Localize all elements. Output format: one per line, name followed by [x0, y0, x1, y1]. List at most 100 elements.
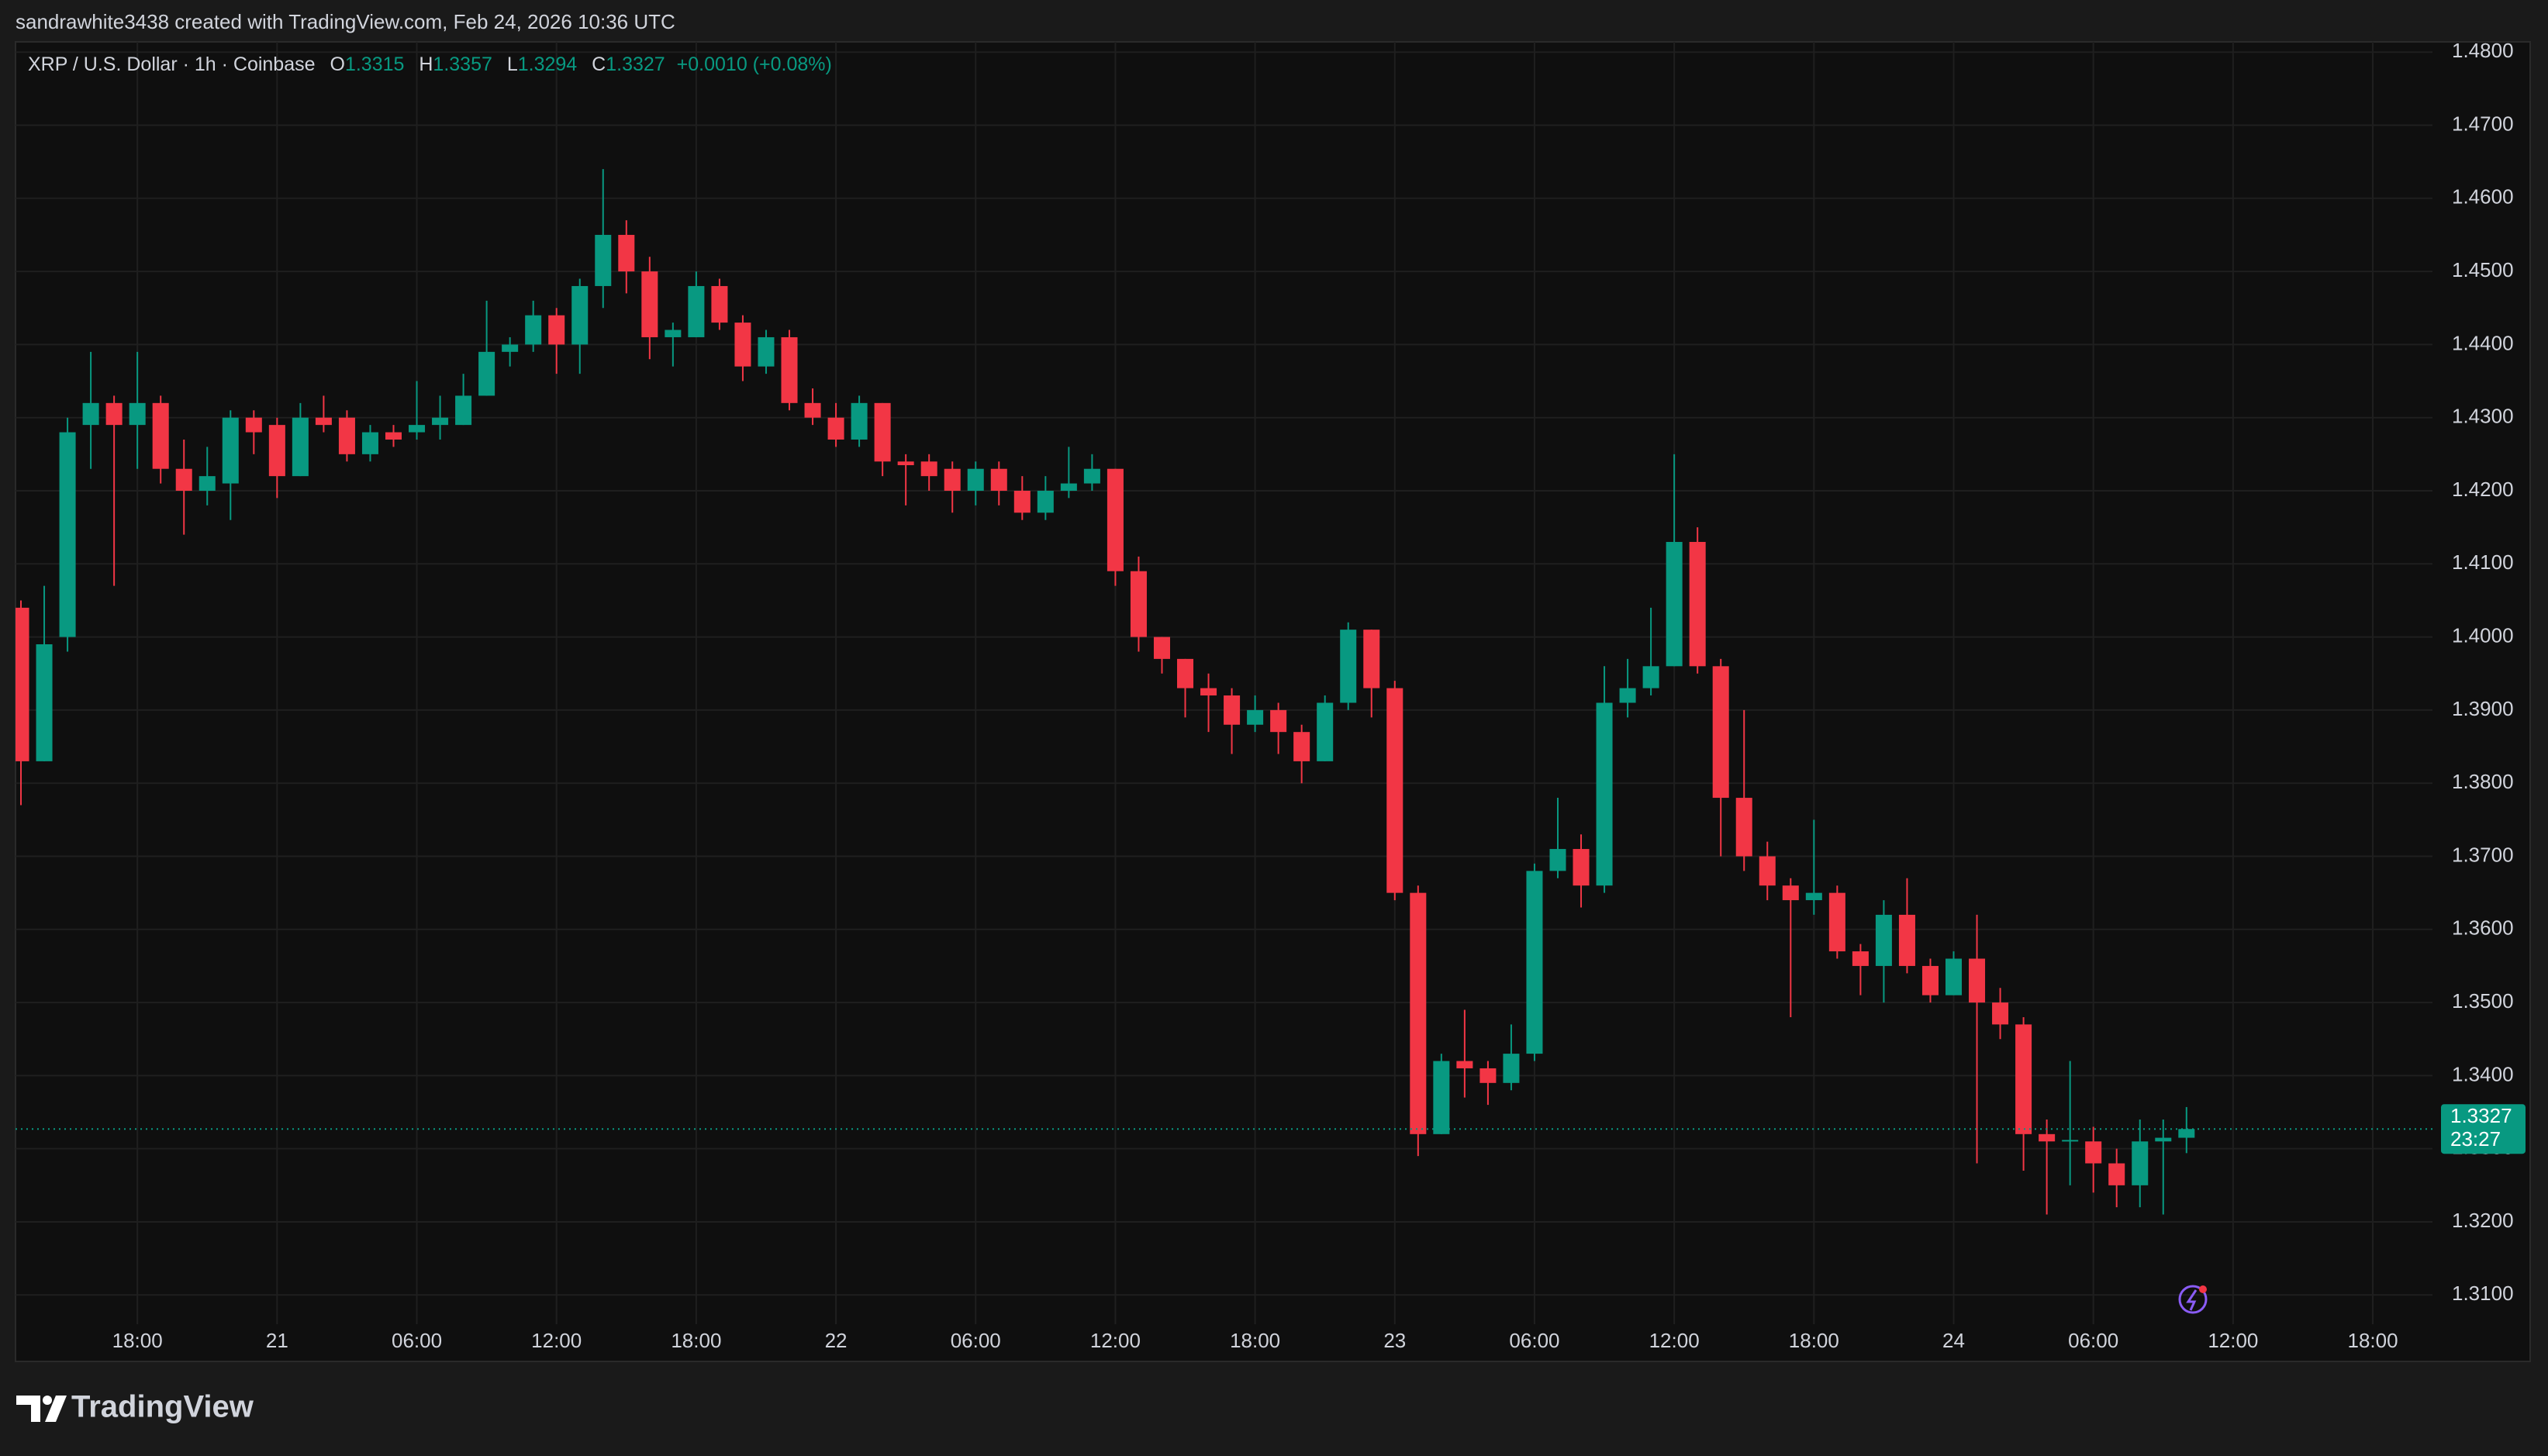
candle-body [874, 402, 891, 462]
candle-body [2155, 1137, 2172, 1142]
ohlc-label: L [507, 53, 518, 75]
ohlc-value: 1.3315 [345, 53, 404, 75]
x-tick-label: 21 [266, 1329, 288, 1352]
ohlc-label: C [592, 53, 606, 75]
candle-body [1619, 688, 1636, 703]
candle-body [967, 468, 984, 491]
candle-body [478, 351, 495, 396]
candle-body [665, 329, 682, 337]
y-tick-label: 1.4000 [2452, 623, 2514, 647]
candle-body [1805, 892, 1822, 901]
candle-body [827, 417, 844, 440]
candle-body [688, 285, 705, 337]
y-tick-label: 1.4100 [2452, 550, 2514, 574]
last-price-box [2441, 1104, 2526, 1154]
legend: XRP / U.S. Dollar · 1h · Coinbase O1.331… [28, 53, 832, 75]
candle-body [2015, 1024, 2032, 1134]
candle-body [1479, 1068, 1497, 1083]
candle-body [409, 425, 426, 433]
y-tick-label: 1.3600 [2452, 916, 2514, 940]
symbol: XRP / U.S. Dollar · 1h · Coinbase [28, 53, 316, 75]
candle-body [641, 271, 658, 337]
candle-body [711, 285, 728, 323]
candle-body [1642, 666, 1659, 688]
brand-logo: TradingView [16, 1390, 254, 1424]
candle-body [1293, 732, 1310, 761]
y-tick-label: 1.4600 [2452, 185, 2514, 209]
brand-name: TradingView [71, 1390, 254, 1424]
y-tick-label: 1.3100 [2452, 1282, 2514, 1305]
countdown-label: 23:27 [2450, 1127, 2501, 1151]
y-tick-label: 1.4400 [2452, 331, 2514, 354]
candle-body [361, 432, 378, 454]
ohlc-label: O [330, 53, 344, 75]
candle-body [1037, 490, 1054, 513]
x-tick-label: 18:00 [1230, 1329, 1280, 1352]
candle-body [338, 417, 355, 454]
candle-body [990, 468, 1007, 491]
candle-body [1130, 571, 1147, 637]
candle-body [1875, 914, 1892, 966]
candle-body [1503, 1054, 1520, 1083]
candle-body [1340, 630, 1357, 703]
candle-body [1200, 688, 1217, 696]
axes: 1.31001.32001.33001.34001.35001.36001.37… [112, 39, 2526, 1352]
candle-body [1526, 871, 1543, 1054]
candle-body [1969, 958, 1986, 1003]
y-tick-label: 1.4300 [2452, 405, 2514, 428]
candle-body [36, 644, 53, 761]
candle-body [385, 432, 402, 440]
plot-area [16, 169, 2432, 1215]
x-tick-label: 12:00 [1649, 1329, 1700, 1352]
candle-body [1852, 951, 1869, 966]
candle-body [1247, 709, 1264, 725]
y-tick-label: 1.3900 [2452, 697, 2514, 720]
y-tick-label: 1.4800 [2452, 39, 2514, 62]
x-tick-label: 24 [1942, 1329, 1965, 1352]
candle-body [432, 417, 449, 426]
candle-body [292, 417, 309, 477]
header-text: sandrawhite3438 created with TradingView… [16, 10, 675, 33]
candle-body [595, 234, 612, 286]
candle-body [1083, 468, 1100, 484]
candle-body [152, 402, 169, 469]
ohlc-value: 1.3327 [606, 53, 665, 75]
x-tick-label: 06:00 [951, 1329, 1001, 1352]
candle-body [1224, 695, 1241, 725]
candle-body [2062, 1140, 2079, 1142]
candle-body [1992, 1002, 2009, 1025]
x-tick-label: 12:00 [531, 1329, 582, 1352]
y-tick-label: 1.3400 [2452, 1062, 2514, 1085]
candle-body [1363, 630, 1380, 688]
chart-pane [15, 41, 2531, 1362]
candle-body [1433, 1061, 1450, 1134]
candle-body [1177, 658, 1194, 688]
candle-body [571, 285, 589, 345]
candle-body [1549, 849, 1566, 871]
candle-body [1666, 542, 1683, 667]
x-tick-label: 06:00 [2068, 1329, 2118, 1352]
candle-body [1945, 958, 1963, 995]
y-tick-label: 1.3500 [2452, 989, 2514, 1013]
candle-body [1270, 709, 1287, 733]
x-tick-label: 23 [1383, 1329, 1406, 1352]
candle-body [1060, 483, 1077, 491]
y-tick-label: 1.4200 [2452, 478, 2514, 501]
x-tick-label: 22 [825, 1329, 848, 1352]
ohlc-value: 1.3357 [433, 53, 492, 75]
candle-body [944, 468, 961, 491]
y-tick-label: 1.3200 [2452, 1209, 2514, 1232]
candle-body [2108, 1163, 2125, 1185]
last-price-label: 1.3327 [2450, 1104, 2512, 1127]
candle-body [315, 417, 332, 426]
candle-body [1386, 688, 1403, 893]
candle-body [82, 402, 99, 426]
candle-body [268, 425, 285, 477]
candle-body [1317, 702, 1334, 761]
candle-body [1596, 702, 1613, 886]
candle-body [734, 323, 751, 367]
candle-body [1759, 856, 1776, 886]
grid [16, 42, 2432, 1324]
